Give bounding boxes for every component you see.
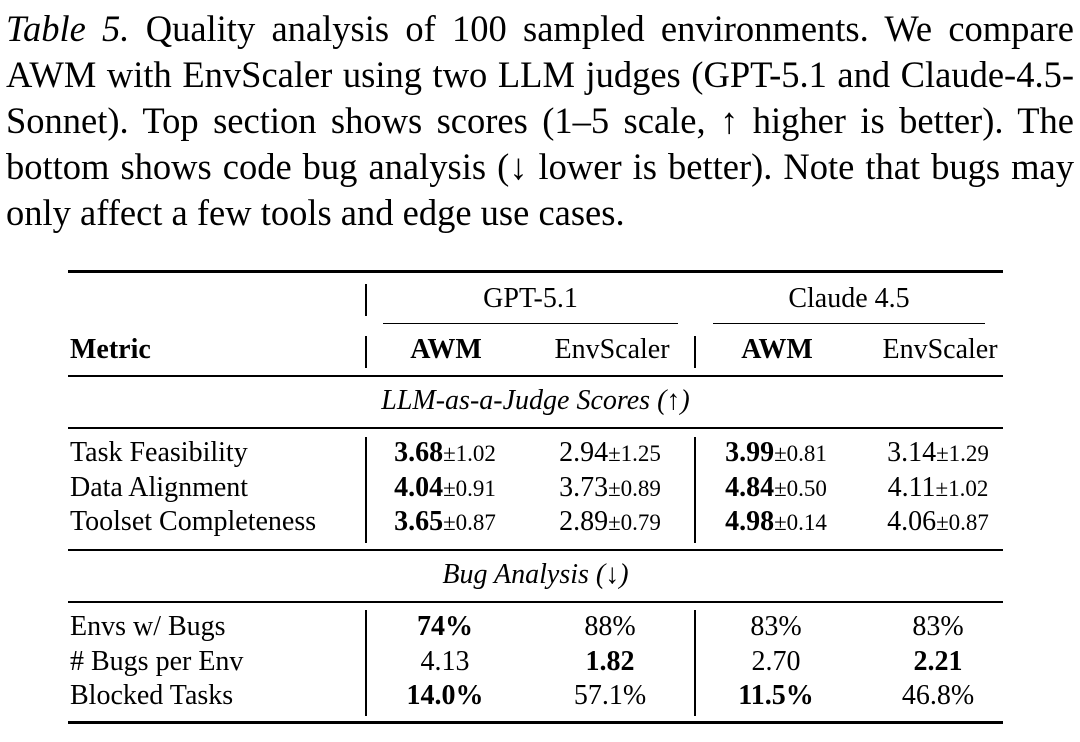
- cell-std: ±0.81: [774, 441, 827, 466]
- cell-std: ±0.14: [774, 510, 827, 535]
- cell-value: 4.13: [420, 645, 470, 677]
- cell-value: 1.82: [585, 645, 635, 677]
- claude-group-underline: [713, 323, 985, 325]
- row-metric-label: Task Feasibility: [70, 437, 248, 468]
- cell-value: 3.68: [394, 437, 444, 468]
- cell-value: 4.06: [887, 506, 937, 537]
- cell-std: ±0.87: [443, 510, 496, 535]
- cell-value: 3.99: [725, 437, 775, 468]
- table-cell: 2.89±0.79: [525, 505, 695, 540]
- cell-value: 88%: [584, 611, 636, 642]
- cell-value: 46.8%: [901, 680, 975, 711]
- judge-separator: [694, 610, 696, 716]
- section-title-bug-analysis: Bug Analysis (↓): [442, 559, 629, 590]
- cell-value: 4.84: [725, 471, 775, 503]
- caption-text: Quality analysis of 100 sampled environm…: [6, 8, 1074, 233]
- cell-value: 2.89: [559, 506, 609, 537]
- table-cell: 46.8%: [853, 679, 1023, 713]
- cell-value: 2.21: [913, 645, 963, 677]
- table-cell: 2.70: [691, 645, 861, 679]
- table-cell: 57.1%: [525, 679, 695, 713]
- table-cell: 3.99±0.81: [691, 436, 861, 471]
- metric-separator: [365, 437, 367, 543]
- row-metric-label: Toolset Completeness: [70, 506, 317, 537]
- cell-value: 57.1%: [573, 680, 647, 711]
- cell-value: 3.14: [887, 437, 937, 468]
- cell-value: 2.94: [559, 437, 609, 468]
- metric-separator: [365, 284, 367, 316]
- table-cell: 3.73±0.89: [525, 471, 695, 506]
- judge-header-claude: Claude 4.5: [788, 283, 910, 314]
- table-cell: 3.65±0.87: [360, 505, 530, 540]
- table-cell: 14.0%: [360, 679, 530, 713]
- row-metric-label: # Bugs per Env: [70, 645, 244, 677]
- table-cell: 1.82: [525, 645, 695, 679]
- column-header-awm: AWM: [741, 334, 813, 365]
- cell-std: ±0.50: [774, 475, 827, 501]
- table-cell: 4.13: [360, 645, 530, 679]
- cell-std: ±0.79: [608, 510, 661, 535]
- cell-std: ±1.29: [936, 441, 989, 466]
- table-caption: Table 5. Quality analysis of 100 sampled…: [6, 6, 1074, 236]
- cell-std: ±1.02: [443, 441, 496, 466]
- table-cell: 3.68±1.02: [360, 436, 530, 471]
- table-cell: 4.98±0.14: [691, 505, 861, 540]
- table-cell: 3.14±1.29: [853, 436, 1023, 471]
- table-cell: 74%: [360, 610, 530, 644]
- judge-header-gpt: GPT-5.1: [483, 283, 578, 314]
- cell-std: ±0.91: [443, 475, 496, 501]
- row-metric-label: Data Alignment: [70, 471, 249, 503]
- table-cell: 4.11±1.02: [853, 471, 1023, 506]
- header-rule: [68, 375, 1003, 377]
- metric-header: Metric: [70, 334, 151, 365]
- table-cell: 2.94±1.25: [525, 436, 695, 471]
- section-title-judge-scores: LLM-as-a-Judge Scores (↑): [381, 385, 690, 416]
- column-header-envscaler: EnvScaler: [882, 334, 998, 365]
- top-rule: [68, 270, 1003, 273]
- cell-value: 4.04: [394, 471, 444, 503]
- cell-value: 4.11: [887, 471, 936, 503]
- mid-rule: [68, 549, 1003, 551]
- section1-rule: [68, 427, 1003, 429]
- bottom-rule: [68, 721, 1003, 724]
- cell-value: 3.73: [559, 471, 609, 503]
- judge-separator: [694, 336, 696, 368]
- caption-label: Table 5.: [6, 8, 130, 49]
- metric-separator: [365, 610, 367, 716]
- cell-std: ±1.02: [935, 475, 989, 501]
- table-cell: 4.06±0.87: [853, 505, 1023, 540]
- cell-std: ±0.87: [936, 510, 989, 535]
- row-metric-label: Envs w/ Bugs: [70, 611, 226, 642]
- table-cell: 2.21: [853, 645, 1023, 679]
- cell-value: 74%: [417, 611, 473, 642]
- cell-value: 83%: [750, 611, 802, 642]
- table-cell: 11.5%: [691, 679, 861, 713]
- section2-rule: [68, 601, 1003, 603]
- cell-value: 83%: [912, 611, 964, 642]
- gpt-group-underline: [383, 323, 678, 325]
- table-cell: 4.04±0.91: [360, 471, 530, 506]
- row-metric-label: Blocked Tasks: [70, 680, 234, 711]
- table-cell: 88%: [525, 610, 695, 644]
- cell-value: 3.65: [394, 506, 444, 537]
- cell-std: ±0.89: [608, 475, 661, 501]
- metric-separator: [365, 336, 367, 368]
- column-header-envscaler: EnvScaler: [554, 334, 670, 365]
- table-cell: 4.84±0.50: [691, 471, 861, 506]
- cell-value: 4.98: [725, 506, 775, 537]
- cell-std: ±1.25: [608, 441, 661, 466]
- table-cell: 83%: [691, 610, 861, 644]
- cell-value: 14.0%: [406, 680, 484, 711]
- column-header-awm: AWM: [410, 334, 482, 365]
- table-cell: 83%: [853, 610, 1023, 644]
- cell-value: 2.70: [751, 645, 801, 677]
- cell-value: 11.5%: [738, 680, 814, 711]
- judge-separator: [694, 437, 696, 543]
